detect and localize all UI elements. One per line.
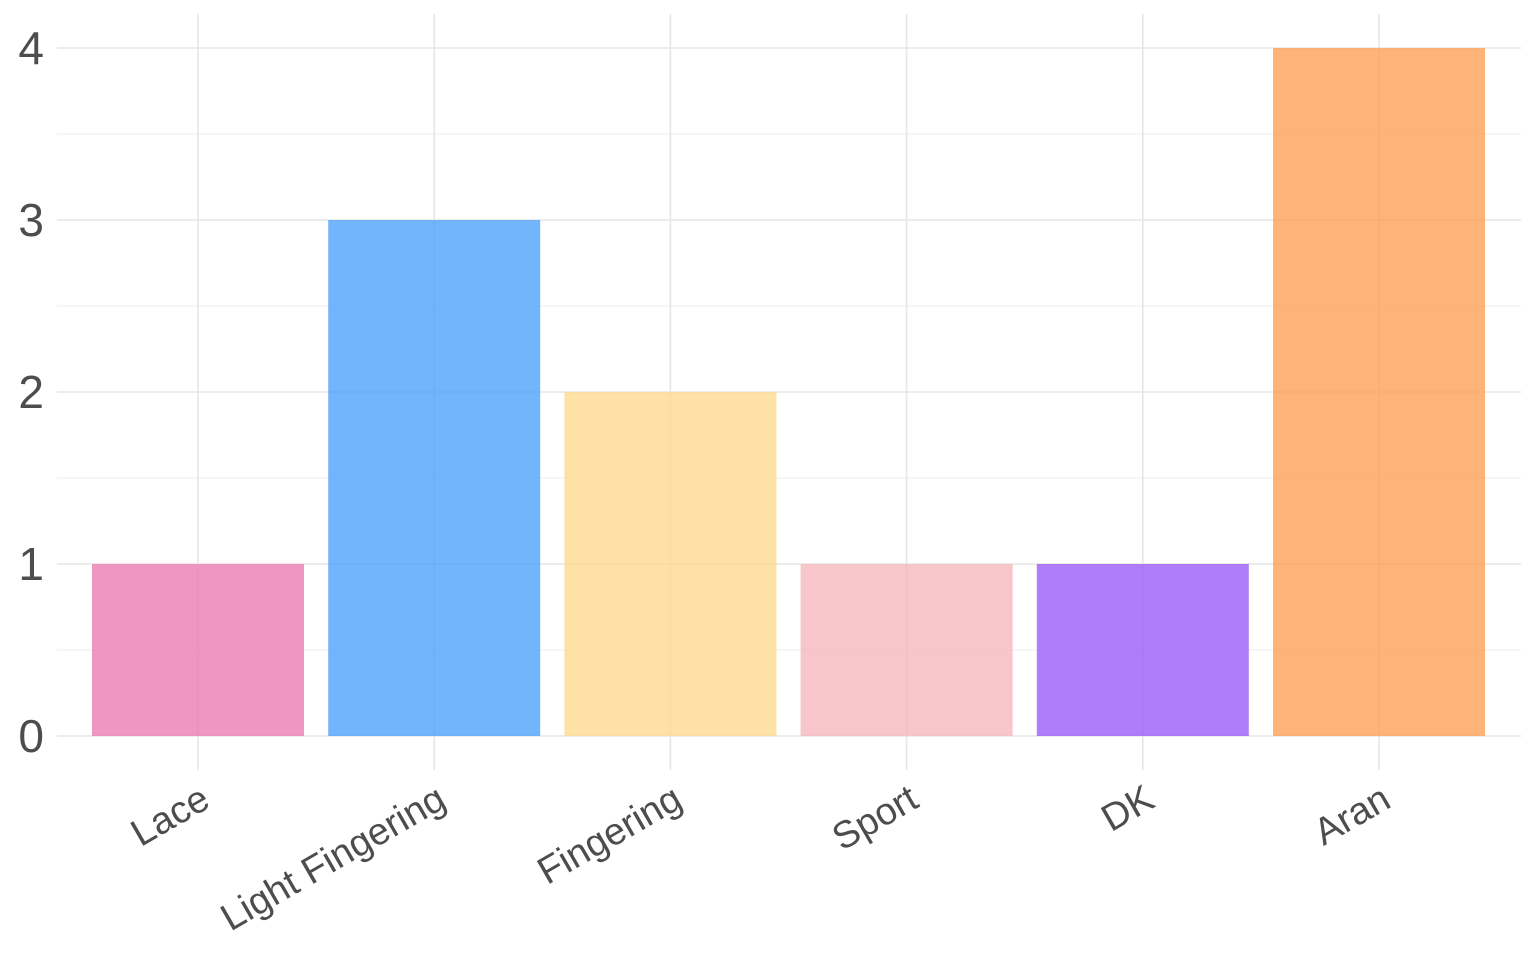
bar-dk (1036, 564, 1249, 736)
x-tick-label: Fingering (531, 777, 689, 893)
bars (92, 48, 1485, 736)
bar-lace (92, 564, 304, 736)
bar-aran (1273, 48, 1485, 736)
y-axis: 0 1 2 3 4 (18, 22, 44, 762)
y-tick-label: 1 (18, 538, 44, 590)
x-tick-label: Aran (1307, 777, 1398, 854)
bar-fingering (564, 392, 777, 736)
y-tick-label: 0 (18, 710, 44, 762)
x-tick-label: DK (1095, 777, 1162, 840)
y-tick-label: 4 (18, 22, 44, 74)
x-tick-label: Sport (825, 777, 925, 859)
y-tick-label: 2 (18, 366, 44, 418)
x-tick-label: Light Fingering (214, 777, 453, 939)
bar-light-fingering (328, 220, 541, 736)
x-tick-label: Lace (124, 777, 216, 855)
bar-sport (800, 564, 1013, 736)
y-tick-label: 3 (18, 194, 44, 246)
